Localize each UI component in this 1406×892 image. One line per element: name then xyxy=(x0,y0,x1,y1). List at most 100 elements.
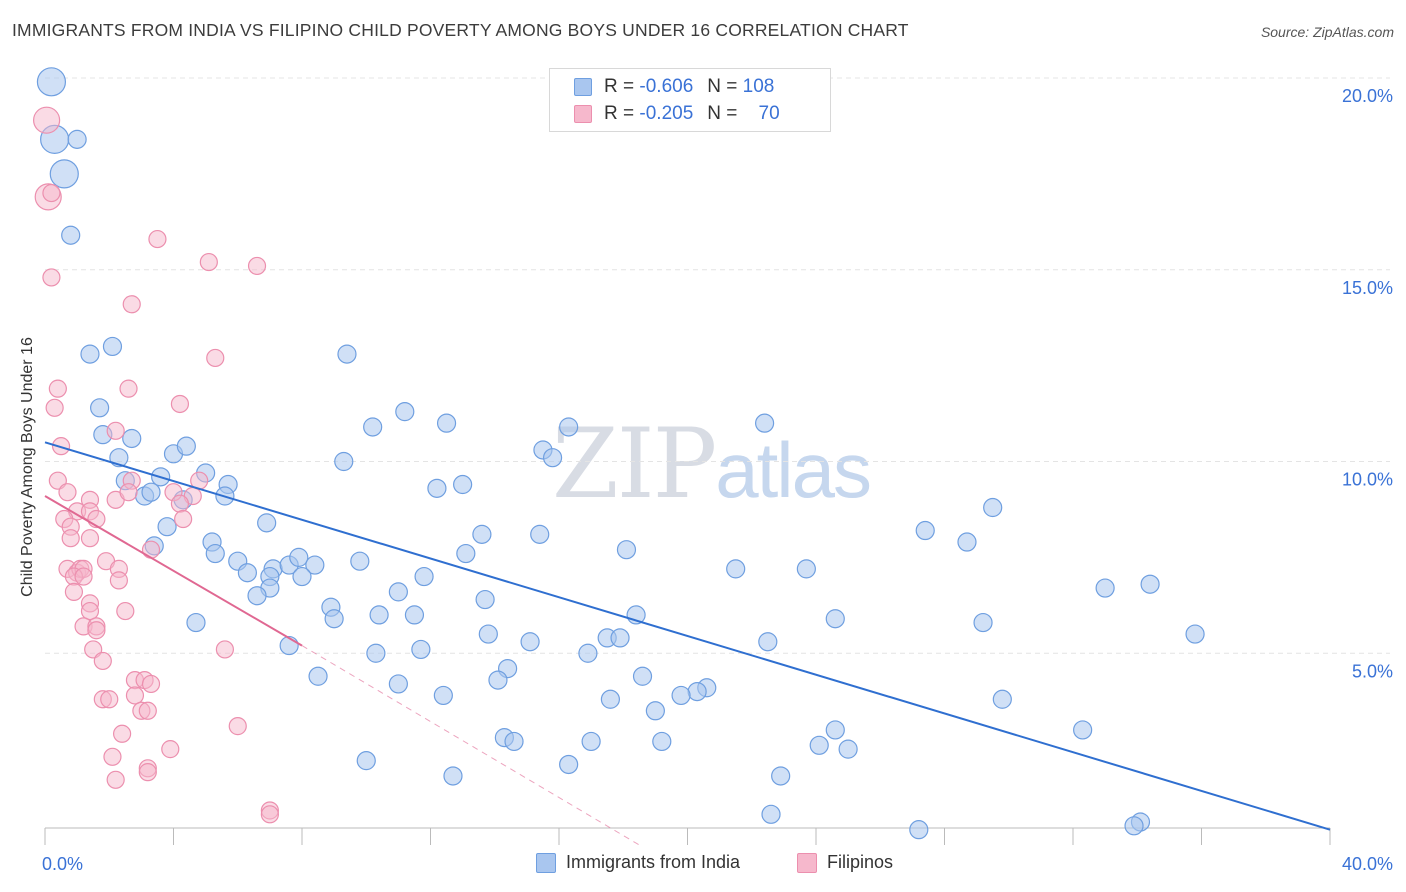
legend-swatch-india xyxy=(536,852,556,873)
point-india xyxy=(433,685,453,706)
point-india xyxy=(308,666,328,686)
point-filipino xyxy=(119,379,138,398)
point-india xyxy=(350,551,370,571)
legend-n-value-india: 108 xyxy=(742,76,775,97)
point-india xyxy=(992,689,1012,709)
point-india xyxy=(610,628,630,648)
point-india xyxy=(157,517,177,537)
point-india xyxy=(825,720,845,740)
point-india xyxy=(1185,624,1205,644)
point-filipino xyxy=(61,529,80,548)
point-india xyxy=(80,344,100,364)
point-filipino xyxy=(106,421,125,440)
point-filipino xyxy=(138,701,157,720)
point-filipino xyxy=(119,483,138,502)
point-india xyxy=(205,543,225,564)
point-filipino xyxy=(125,686,145,705)
point-india xyxy=(186,612,206,633)
point-india xyxy=(324,609,344,629)
point-india xyxy=(427,478,447,498)
legend-r-label: R = xyxy=(604,103,635,124)
point-india xyxy=(687,681,707,702)
point-filipino xyxy=(33,106,61,134)
y-axis-label: Child Poverty Among Boys Under 16 xyxy=(19,337,36,597)
point-india xyxy=(337,344,357,364)
legend-r-value-filipino: -0.205 xyxy=(639,103,694,124)
point-filipino xyxy=(206,348,225,368)
point-india xyxy=(414,566,434,587)
point-india xyxy=(366,643,386,663)
point-filipino xyxy=(64,582,84,601)
point-india xyxy=(671,685,691,706)
point-india xyxy=(520,632,540,652)
point-filipino xyxy=(170,494,190,513)
point-india xyxy=(388,674,408,694)
legend-item-india: Immigrants from India xyxy=(536,852,740,873)
legend-r-label: R = xyxy=(604,76,635,97)
point-india xyxy=(67,129,87,149)
point-filipino xyxy=(42,268,61,287)
trendline-filipino xyxy=(44,495,303,647)
point-india xyxy=(504,731,524,752)
point-filipino xyxy=(58,483,77,502)
source-label: Source: ZipAtlas.com xyxy=(1260,24,1394,40)
point-india xyxy=(247,586,267,606)
point-filipino xyxy=(103,747,122,766)
legend-row-filipino: R = -0.205 N = 70 xyxy=(574,102,780,126)
y-tick-label: 20.0% xyxy=(1342,86,1393,106)
legend-n-label: N = xyxy=(707,103,738,124)
grid-lines xyxy=(45,77,1390,654)
point-filipino xyxy=(260,805,279,824)
point-india xyxy=(838,739,858,759)
watermark-zip: ZIP xyxy=(552,408,717,520)
legend-label-india: Immigrants from India xyxy=(566,852,741,872)
point-filipino xyxy=(138,763,157,782)
point-india xyxy=(388,582,408,602)
point-india xyxy=(411,639,431,660)
point-india xyxy=(915,520,935,541)
point-filipino xyxy=(122,295,141,314)
point-india xyxy=(237,563,257,583)
point-india xyxy=(404,605,425,625)
trend-lines xyxy=(44,441,1331,846)
legend-swatch-filipino xyxy=(797,852,817,873)
point-filipino xyxy=(141,540,161,559)
point-india xyxy=(443,766,463,786)
point-filipino xyxy=(106,770,125,789)
point-india xyxy=(176,436,196,456)
point-india xyxy=(356,751,376,771)
point-filipino xyxy=(174,509,193,529)
legend-n-value-filipino: 70 xyxy=(758,103,780,124)
chart-title: IMMIGRANTS FROM INDIA VS FILIPINO CHILD … xyxy=(12,20,909,40)
point-india xyxy=(542,448,563,468)
point-india xyxy=(49,159,79,189)
point-india xyxy=(1095,578,1115,598)
legend-n-label: N = xyxy=(707,76,738,97)
point-india xyxy=(488,670,508,690)
point-india xyxy=(90,398,110,418)
point-india xyxy=(456,543,476,564)
x-tick-label-min: 0.0% xyxy=(42,854,83,874)
point-india xyxy=(726,559,746,579)
point-india xyxy=(395,402,415,422)
point-filipino xyxy=(215,640,234,659)
point-india xyxy=(761,804,781,824)
point-filipino xyxy=(148,229,167,249)
y-tick-label: 15.0% xyxy=(1342,278,1393,298)
point-filipino xyxy=(199,252,218,272)
x-tick-label-max: 40.0% xyxy=(1342,854,1393,874)
point-india xyxy=(1124,816,1144,836)
point-filipino xyxy=(116,601,135,621)
watermark-atlas: atlas xyxy=(715,426,872,514)
point-india xyxy=(559,754,579,775)
india-points xyxy=(36,67,1205,840)
point-filipino xyxy=(48,379,67,398)
point-india xyxy=(796,559,816,579)
point-india xyxy=(369,605,389,625)
point-india xyxy=(289,547,309,567)
y-tick-label: 5.0% xyxy=(1352,661,1393,681)
point-filipino xyxy=(45,398,64,417)
point-filipino xyxy=(141,674,161,694)
point-india xyxy=(983,497,1003,518)
